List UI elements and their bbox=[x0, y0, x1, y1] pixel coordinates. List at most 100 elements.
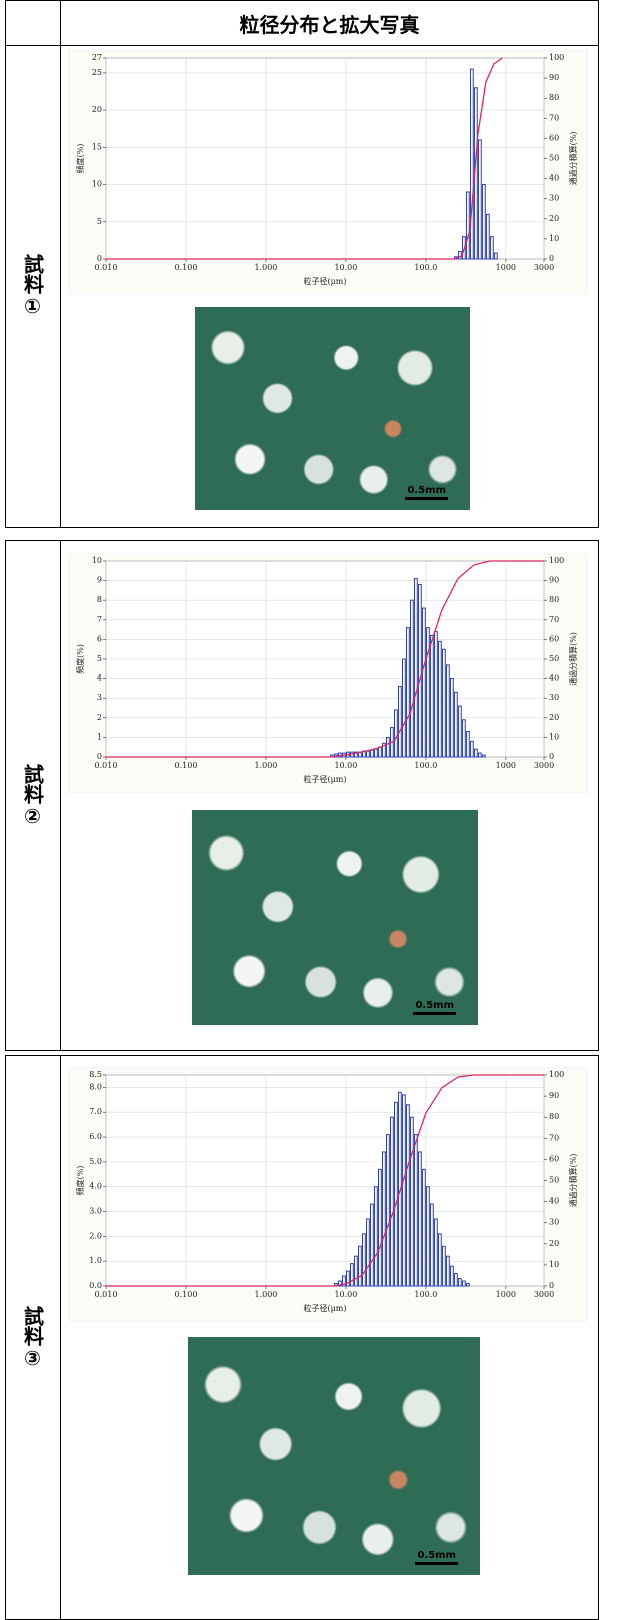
histogram-bar bbox=[410, 1117, 413, 1286]
y2-tick-label: 50 bbox=[549, 154, 559, 163]
y-axis-label: 頻度(%) bbox=[75, 644, 85, 674]
histogram-bar bbox=[430, 1204, 433, 1286]
histogram-bar bbox=[446, 665, 449, 757]
y2-tick-label: 30 bbox=[549, 693, 559, 702]
photo: 0.5mm bbox=[188, 1337, 480, 1575]
histogram-bar bbox=[450, 679, 453, 757]
histogram-bar bbox=[418, 1152, 421, 1286]
y2-tick-label: 0 bbox=[549, 254, 554, 263]
histogram-bar bbox=[422, 608, 425, 757]
y2-tick-label: 60 bbox=[549, 133, 559, 142]
scale-bar: 0.5mm bbox=[405, 485, 448, 500]
x-axis-label: 粒子径(μm) bbox=[303, 774, 346, 784]
y2-tick-label: 10 bbox=[549, 732, 559, 741]
page: 粒径分布と拡大写真 試料① 試料② 試料③ 0.0100.1001.00010.… bbox=[0, 0, 618, 1620]
y2-tick-label: 80 bbox=[549, 1112, 559, 1121]
table-header: 粒径分布と拡大写真 bbox=[61, 1, 598, 45]
histogram-bar bbox=[426, 1187, 429, 1286]
x-tick-label: 10.00 bbox=[334, 1290, 357, 1299]
y2-tick-label: 40 bbox=[549, 674, 559, 683]
x-tick-label: 0.010 bbox=[95, 1290, 118, 1299]
y2-tick-label: 80 bbox=[549, 93, 559, 102]
y-tick-label: 15 bbox=[92, 142, 102, 151]
y2-tick-label: 50 bbox=[549, 654, 559, 663]
histogram-bar bbox=[462, 1281, 465, 1286]
histogram-bar bbox=[382, 1152, 385, 1286]
histogram-bar bbox=[490, 237, 493, 259]
histogram-bar bbox=[402, 659, 405, 757]
histogram-bar bbox=[462, 720, 465, 757]
photo: 0.5mm bbox=[195, 307, 470, 510]
histogram-bar bbox=[470, 69, 473, 259]
y-tick-label: 4 bbox=[97, 674, 102, 683]
y2-tick-label: 100 bbox=[549, 1070, 564, 1079]
x-tick-label: 3000 bbox=[534, 263, 554, 272]
y2-tick-label: 40 bbox=[549, 174, 559, 183]
y-tick-label: 5.0 bbox=[89, 1157, 102, 1166]
row-label: 試料① bbox=[19, 254, 48, 318]
y-tick-label: 2 bbox=[97, 713, 102, 722]
histogram-bar bbox=[402, 1095, 405, 1286]
x-tick-label: 1000 bbox=[496, 1290, 516, 1299]
y-tick-label: 7.0 bbox=[89, 1107, 102, 1116]
y-tick-label: 1 bbox=[97, 732, 102, 741]
row-label-box: 試料② bbox=[6, 541, 60, 1050]
histogram-bar bbox=[486, 214, 489, 259]
x-tick-label: 1000 bbox=[496, 761, 516, 770]
histogram-bar bbox=[394, 1102, 397, 1286]
histogram-bar bbox=[422, 1169, 425, 1286]
y2-tick-label: 70 bbox=[549, 615, 559, 624]
histogram-bar bbox=[474, 749, 477, 757]
y2-tick-label: 100 bbox=[549, 556, 564, 565]
y2-tick-label: 20 bbox=[549, 1239, 559, 1248]
histogram-bar bbox=[390, 1117, 393, 1286]
x-tick-label: 100.0 bbox=[414, 1290, 437, 1299]
y-tick-label: 0 bbox=[97, 254, 102, 263]
histogram-bar bbox=[458, 1279, 461, 1286]
y2-axis-label: 通過分積算(%) bbox=[568, 632, 578, 686]
histogram-bar bbox=[375, 749, 378, 757]
histogram-bar bbox=[434, 1219, 437, 1286]
scale-bar: 0.5mm bbox=[415, 1550, 458, 1565]
y2-tick-label: 60 bbox=[549, 1154, 559, 1163]
y2-tick-label: 20 bbox=[549, 214, 559, 223]
x-axis-label: 粒子径(μm) bbox=[303, 276, 346, 286]
x-tick-label: 10.00 bbox=[334, 761, 357, 770]
histogram-bar bbox=[366, 751, 369, 757]
histogram-bar bbox=[466, 192, 469, 259]
y-tick-label: 6.0 bbox=[89, 1132, 102, 1141]
y-tick-label: 10 bbox=[92, 180, 102, 189]
y2-tick-label: 50 bbox=[549, 1176, 559, 1185]
x-tick-label: 0.100 bbox=[175, 263, 198, 272]
y2-tick-label: 0 bbox=[549, 752, 554, 761]
y-tick-label: 1.0 bbox=[89, 1256, 102, 1265]
y-tick-label: 8.0 bbox=[89, 1082, 102, 1091]
row-label: 試料③ bbox=[19, 1306, 48, 1370]
x-tick-label: 0.100 bbox=[175, 761, 198, 770]
histogram-bar bbox=[458, 706, 461, 757]
x-tick-label: 1.000 bbox=[254, 761, 277, 770]
histogram-bar bbox=[366, 1219, 369, 1286]
histogram-bar bbox=[446, 1256, 449, 1286]
y-tick-label: 27 bbox=[92, 53, 102, 62]
histogram-bar bbox=[375, 1187, 378, 1286]
y2-tick-label: 90 bbox=[549, 73, 559, 82]
histogram-bar bbox=[430, 635, 433, 757]
histogram-bar bbox=[466, 1284, 469, 1286]
histogram-bar bbox=[386, 737, 389, 757]
histogram-bar bbox=[450, 1266, 453, 1286]
histogram-bar bbox=[378, 747, 381, 757]
y2-tick-label: 30 bbox=[549, 194, 559, 203]
y2-tick-label: 0 bbox=[549, 1281, 554, 1290]
y-tick-label: 5 bbox=[97, 217, 102, 226]
x-tick-label: 0.010 bbox=[95, 263, 118, 272]
y-axis-label: 頻度(%) bbox=[75, 1166, 85, 1196]
histogram-bar bbox=[434, 632, 437, 757]
y2-tick-label: 60 bbox=[549, 634, 559, 643]
histogram-bar bbox=[398, 686, 401, 757]
histogram-bar bbox=[406, 628, 409, 757]
y-tick-label: 7 bbox=[97, 615, 102, 624]
histogram-bar bbox=[438, 641, 441, 757]
